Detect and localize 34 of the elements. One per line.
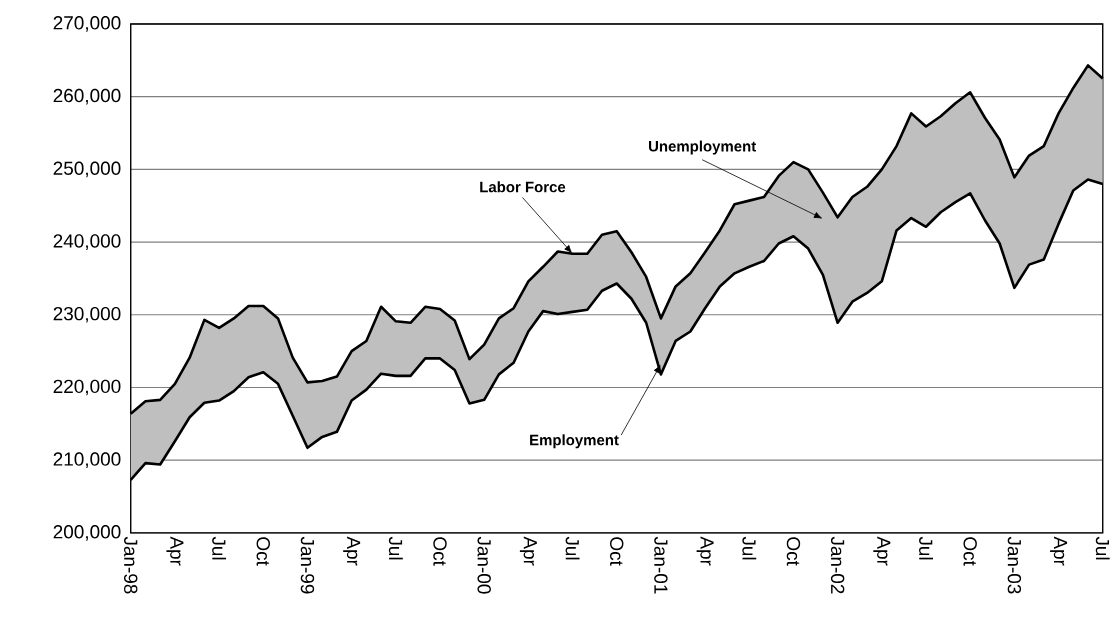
y-tick-label: 200,000 [53,525,121,541]
y-tick-label: 230,000 [53,307,121,323]
x-tick-label: Jul [1095,536,1110,560]
x-tick-label: Jan-00 [477,536,491,594]
annotation: Labor Force [480,181,566,193]
y-tick-label: 210,000 [53,452,121,469]
x-tick-label: Oct [433,537,447,566]
x-tick-label: Jan-98 [124,536,138,594]
y-tick-label: 270,000 [53,16,121,32]
x-tick-label: Oct [786,537,801,566]
x-tick-label: Jul [742,536,757,560]
x-tick-label: Jan-02 [830,536,845,594]
x-tick-label: Oct [963,537,977,566]
x-tick-label: Apr [1050,536,1068,566]
x-tick-label: Jul [388,536,403,560]
x-tick-label: Jul [919,536,933,560]
x-tick-label: Apr [519,536,537,566]
y-tick-label: 250,000 [53,161,121,178]
x-tick-label: Jul [212,536,227,560]
y-tick-label: 240,000 [53,234,121,251]
x-tick-label: Jul [565,536,580,560]
x-tick-label: Jan-01 [654,536,668,594]
x-tick-label: Apr [343,536,361,566]
x-tick-label: Jan-99 [300,536,315,594]
x-tick-label: Apr [873,536,891,566]
x-tick-label: Oct [256,537,270,566]
annotation: Employment [530,434,619,449]
y-tick-label: 260,000 [53,88,121,105]
x-tick-label: Oct [610,537,624,566]
x-tick-label: Apr [696,536,714,566]
x-tick-label: Jan-03 [1007,536,1022,594]
x-tick-label: Apr [166,536,184,566]
y-tick-label: 220,000 [53,379,121,396]
annotation: Unemployment [648,140,757,155]
